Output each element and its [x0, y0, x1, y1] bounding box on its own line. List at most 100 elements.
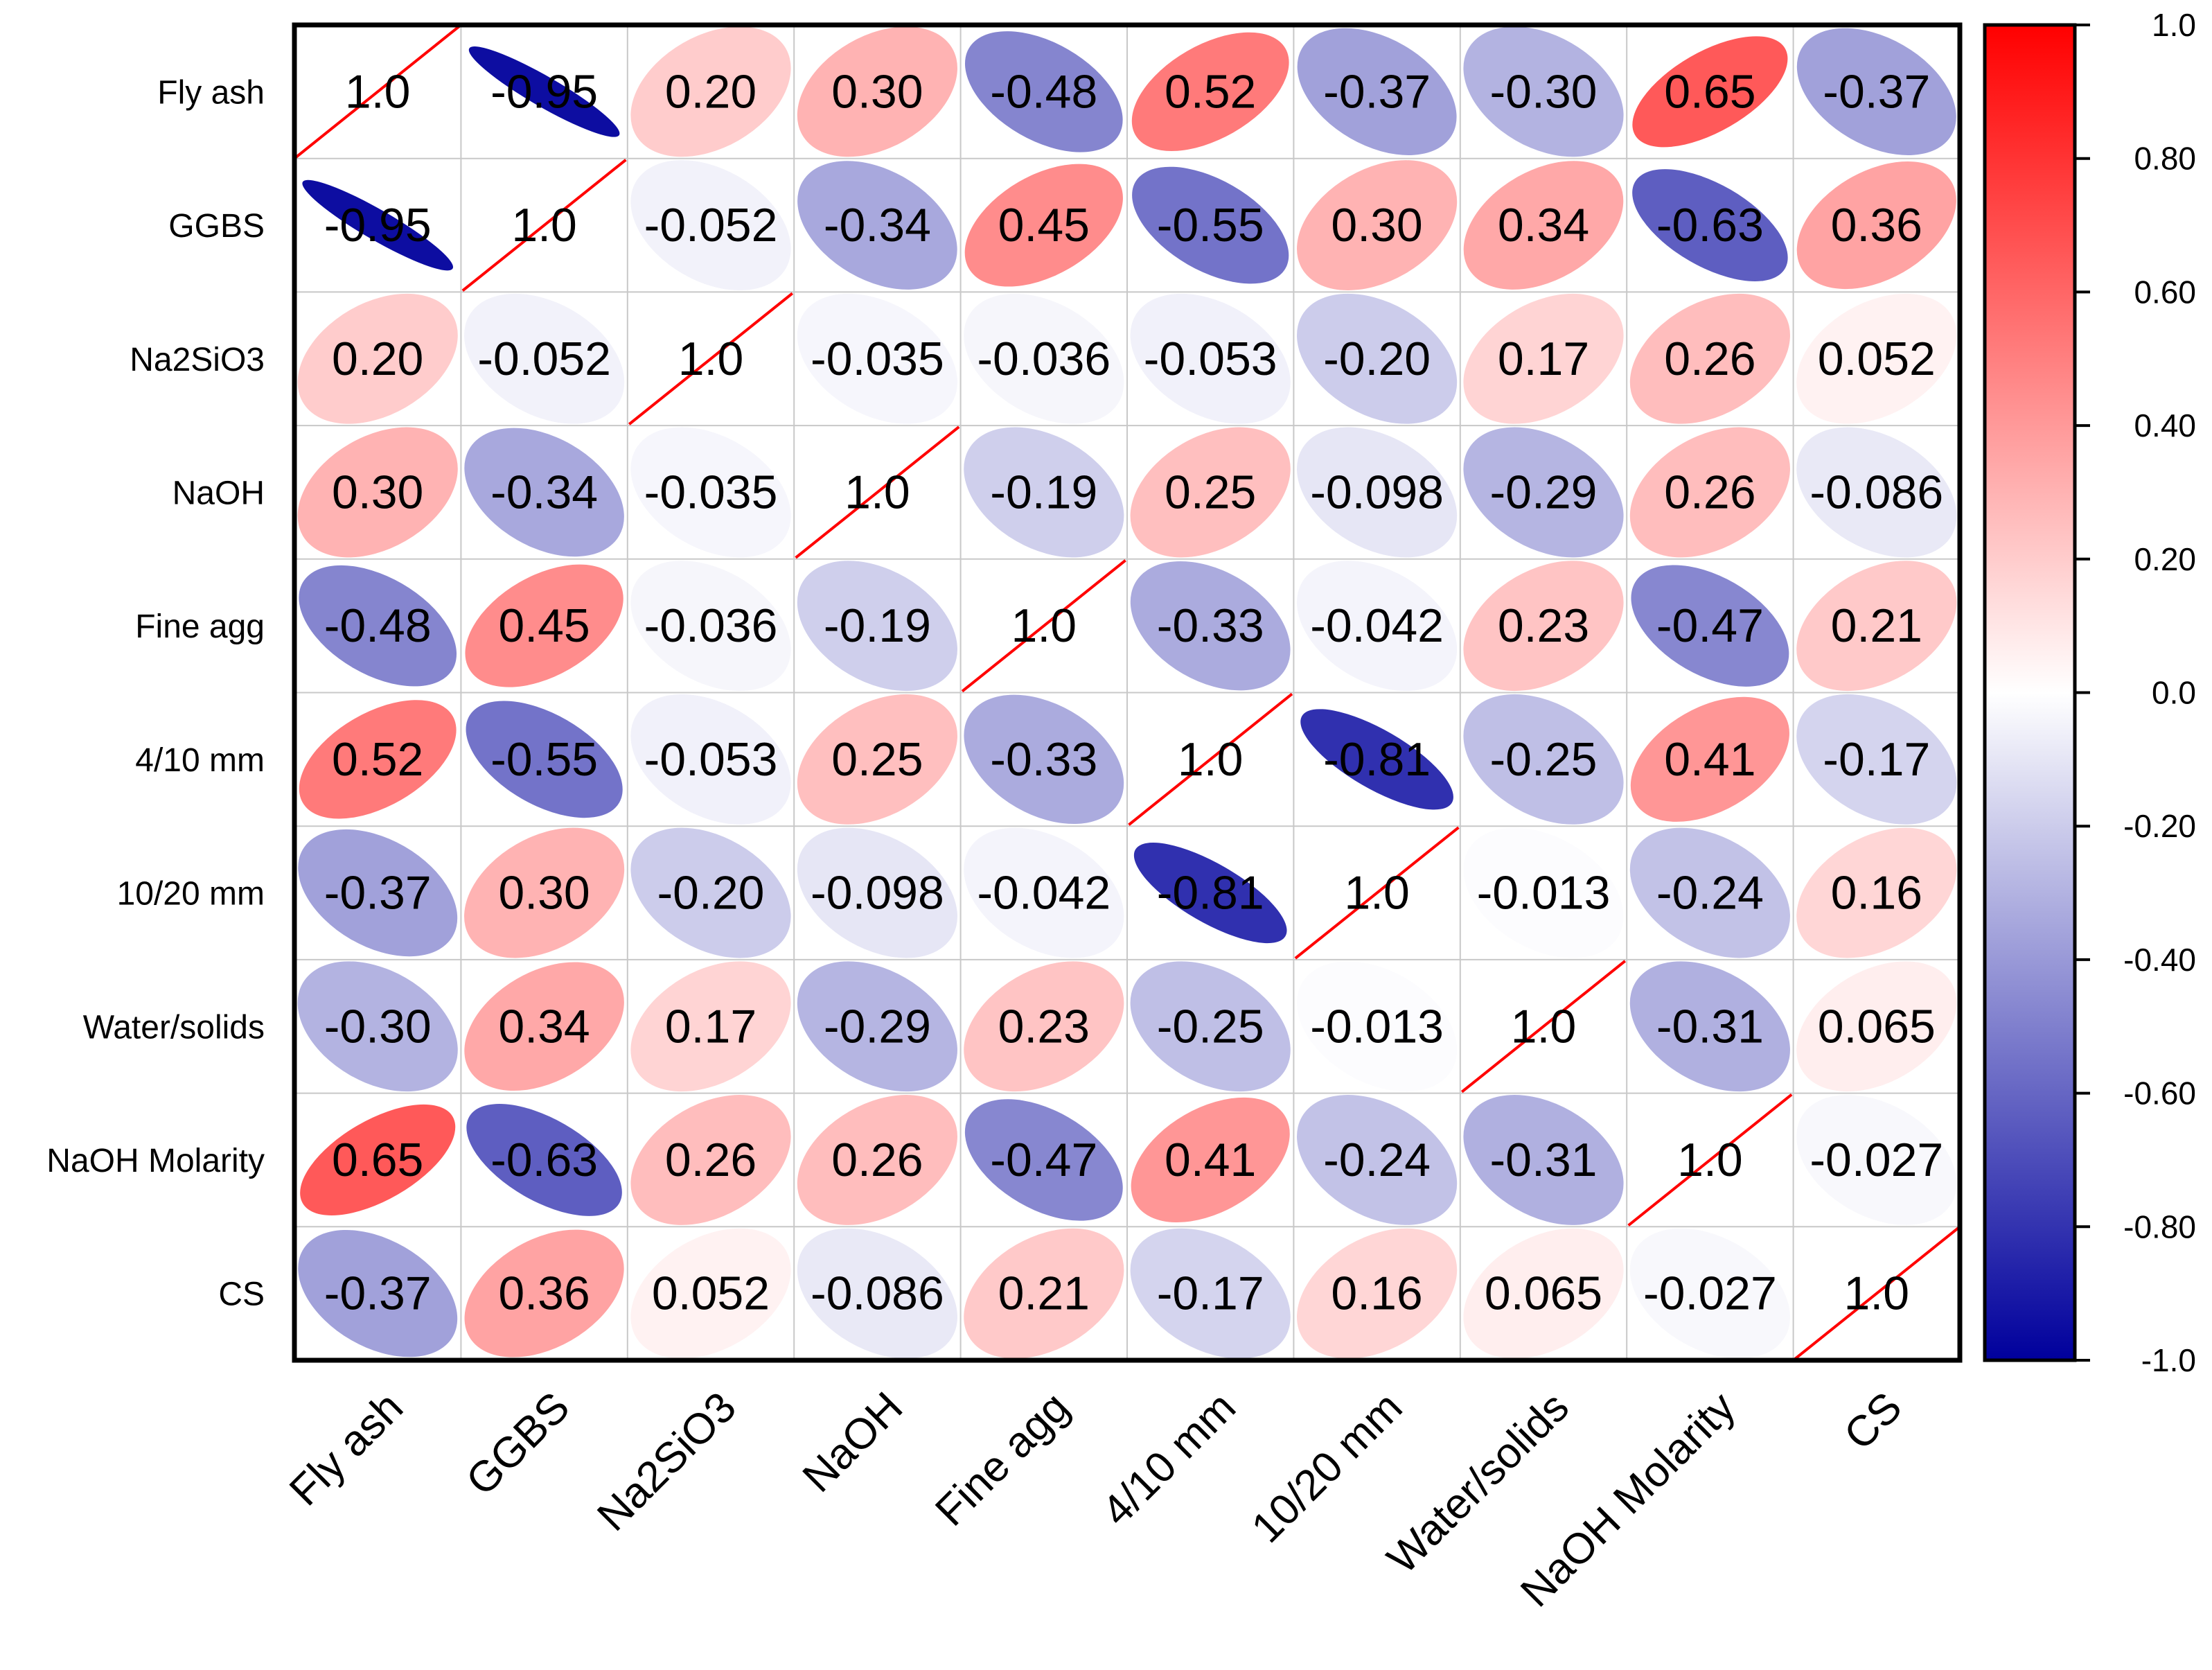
- matrix-cell: -0.027: [1629, 1228, 1790, 1359]
- column-label: Fly ash: [281, 1383, 412, 1515]
- cell-value-label: 0.65: [1664, 65, 1755, 118]
- colorbar-gradient: [1983, 23, 2077, 1362]
- matrix-cell: -0.24: [1297, 1095, 1458, 1225]
- correlation-ellipse: [297, 427, 458, 558]
- correlation-ellipse: [1130, 427, 1291, 558]
- colorbar-tick-label: 0.80: [2134, 141, 2196, 177]
- correlation-ellipse: [298, 1230, 458, 1357]
- correlation-ellipse: [1297, 1228, 1458, 1359]
- cell-value-label: -0.036: [977, 333, 1111, 385]
- cell-value-label: -0.25: [1490, 733, 1598, 786]
- correlation-ellipse: [630, 961, 791, 1092]
- row-label: 10/20 mm: [117, 876, 265, 913]
- cell-value-label: 0.41: [1165, 1134, 1256, 1186]
- correlation-ellipse: [797, 1095, 957, 1225]
- correlation-ellipse: [464, 293, 625, 424]
- matrix-cell: 0.20: [297, 293, 458, 424]
- correlation-ellipse: [297, 293, 458, 424]
- cell-value-label: 1.0: [511, 199, 577, 252]
- cell-value-label: -0.48: [324, 599, 432, 652]
- matrix-cell: -0.086: [797, 1228, 957, 1359]
- matrix-cell: 1.0: [1460, 960, 1627, 1093]
- cell-value-label: -0.33: [990, 733, 1097, 786]
- diagonal-line: [961, 559, 1126, 693]
- grid-lines: [294, 25, 1960, 1360]
- correlation-ellipse: [964, 164, 1123, 287]
- matrix-cell: 0.26: [1629, 427, 1790, 558]
- matrix-cell: 0.16: [1297, 1228, 1458, 1359]
- matrix-cell: -0.098: [1297, 427, 1458, 558]
- matrix-cell: -0.052: [464, 293, 625, 424]
- correlation-ellipse: [797, 561, 957, 692]
- row-label: Fine agg: [135, 608, 265, 645]
- row-label: 4/10 mm: [135, 742, 265, 779]
- matrix-cell: 1.0: [461, 159, 627, 292]
- cell-value-label: -0.47: [990, 1134, 1097, 1186]
- cell-value-label: -0.20: [1323, 333, 1431, 385]
- correlation-ellipse: [468, 46, 620, 137]
- cell-value-label: -0.24: [1323, 1134, 1431, 1186]
- correlation-ellipse: [964, 1099, 1123, 1221]
- correlation-ellipse: [1629, 293, 1790, 424]
- matrix-cell: -0.33: [964, 694, 1124, 825]
- cell-value-label: -0.95: [324, 199, 432, 252]
- matrix-cell: 0.21: [964, 1228, 1124, 1359]
- matrix-cell: 0.65: [1632, 36, 1788, 148]
- matrix-cell: -0.20: [1297, 293, 1458, 424]
- matrix-cell: 0.17: [630, 961, 791, 1092]
- matrix-cell: 0.23: [964, 961, 1124, 1092]
- cell-value-label: 0.30: [498, 867, 590, 920]
- matrix-cell: 0.065: [1463, 1228, 1624, 1359]
- correlation-ellipse: [1130, 293, 1291, 424]
- correlation-ellipse: [1297, 961, 1458, 1092]
- matrix-cell: 1.0: [628, 292, 794, 425]
- cell-value-label: -0.19: [824, 599, 931, 652]
- matrix-cell: 0.065: [1796, 961, 1957, 1092]
- correlation-ellipse: [1463, 694, 1624, 825]
- correlation-ellipse: [1632, 36, 1788, 148]
- matrix-cell: 0.26: [1629, 293, 1790, 424]
- matrix-cell: 0.34: [1463, 161, 1624, 290]
- cell-value-label: 1.0: [345, 65, 411, 118]
- correlation-ellipse: [964, 1228, 1124, 1359]
- matrix-cell: -0.81: [1133, 843, 1287, 944]
- cell-value-label: 1.0: [1178, 733, 1244, 786]
- matrix-cell: -0.95: [302, 179, 454, 271]
- matrix-cell: 1.0: [961, 559, 1126, 693]
- matrix-cell: 0.16: [1796, 827, 1957, 958]
- colorbar-tick-label: -0.40: [2123, 942, 2196, 978]
- correlation-ellipse: [1300, 709, 1453, 810]
- correlation-ellipse: [1130, 561, 1291, 691]
- cell-value-label: 0.34: [1498, 199, 1589, 252]
- correlation-ellipse: [1796, 427, 1957, 558]
- matrix-cell: -0.24: [1629, 827, 1790, 958]
- matrix-cell: 1.0: [1794, 1227, 1959, 1360]
- correlation-ellipse: [1796, 293, 1957, 424]
- correlation-ellipse: [1463, 26, 1624, 157]
- column-labels: Fly ash GGBS Na2SiO3 NaOH Fine agg 4/10 mm10/…: [281, 1383, 1911, 1616]
- cell-value-label: -0.30: [324, 1000, 432, 1053]
- cell-value-label: 0.36: [1831, 199, 1922, 252]
- correlation-ellipse: [1632, 169, 1788, 281]
- cell-value-label: -0.34: [490, 466, 598, 518]
- correlation-ellipse: [797, 694, 957, 825]
- column-label: 4/10 mm: [1093, 1383, 1245, 1535]
- matrix-cell: -0.013: [1297, 961, 1458, 1092]
- cell-value-label: 0.65: [332, 1134, 423, 1186]
- matrix-cell: -0.29: [1463, 427, 1624, 558]
- correlation-ellipse: [1463, 427, 1624, 558]
- cell-value-label: 0.17: [665, 1000, 756, 1053]
- correlation-ellipse: [1297, 561, 1458, 692]
- correlation-ellipse: [1629, 427, 1790, 558]
- row-label: Water/solids: [83, 1009, 265, 1046]
- cell-value-label: 0.26: [831, 1134, 923, 1186]
- matrix-cell: 0.65: [300, 1104, 456, 1215]
- matrix-cell: -0.086: [1796, 427, 1957, 558]
- cell-value-label: 0.23: [1498, 599, 1589, 652]
- cell-value-label: 1.0: [1011, 599, 1077, 652]
- diagonal-line: [1294, 826, 1460, 960]
- cell-value-label: -0.30: [1490, 65, 1598, 118]
- colorbar-tick-label: 0.20: [2134, 541, 2196, 577]
- correlation-ellipse: [1130, 961, 1291, 1092]
